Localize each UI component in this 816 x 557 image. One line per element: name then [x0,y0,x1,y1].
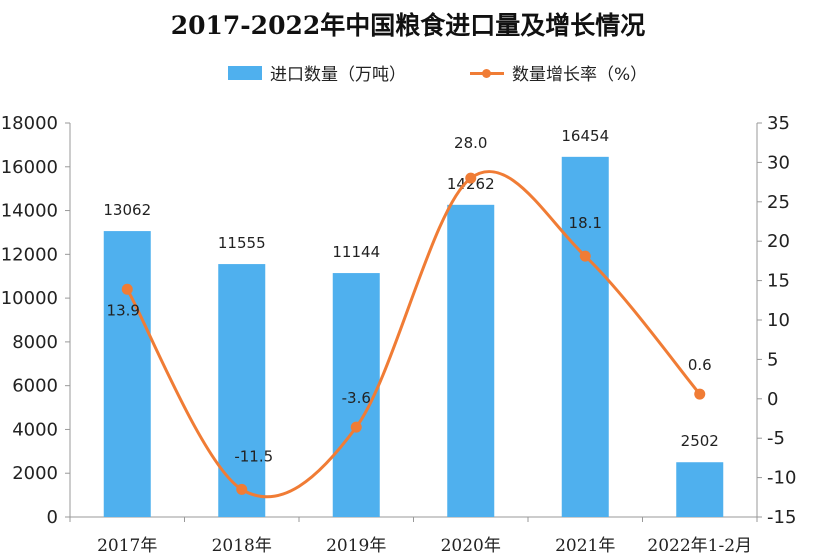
y-right-tick-label: -15 [767,507,796,528]
legend-line-swatch [470,66,504,80]
y-left-tick-label: 12000 [1,244,58,265]
growth-rate-label: 28.0 [454,134,487,152]
bar-value-label: 13062 [103,201,151,219]
legend-bar-swatch [228,65,262,80]
x-tick-label: 2022年1-2月 [647,536,752,556]
bar-import-volume [103,231,151,517]
growth-rate-label: -11.5 [234,447,273,465]
bar-value-label: 11144 [332,243,380,261]
growth-rate-line [125,170,701,499]
x-tick-label: 2020年 [441,536,501,556]
bar-value-label: 14262 [447,175,495,193]
growth-rate-point [121,283,133,295]
bar-import-volume [447,204,495,517]
y-left-tick-label: 2000 [12,463,58,484]
y-right-tick-label: -10 [767,468,796,489]
y-left-tick-label: 6000 [12,376,58,397]
bar-value-label: 11555 [218,234,266,252]
bar-import-volume [561,156,609,518]
bar-import-volume [676,462,724,517]
x-tick-label: 2021年 [555,536,615,556]
y-left-tick-label: 8000 [12,332,58,353]
growth-rate-label: 13.9 [107,301,140,319]
growth-rate-point [350,421,362,433]
growth-rate-label: -3.6 [342,389,371,407]
legend-item-import-volume: 进口数量（万吨） [228,60,406,85]
y-right-tick-label: 25 [767,192,790,213]
legend-item-growth-rate: 数量增长率（%） [470,60,647,85]
growth-rate-point [236,483,248,495]
y-left-tick-label: 4000 [12,419,58,440]
bar-import-volume [332,273,380,517]
x-tick-label: 2019年 [326,536,386,556]
bar-import-volume [218,264,266,517]
y-left-tick-label: 16000 [1,157,58,178]
x-tick-label: 2017年 [97,536,157,556]
growth-rate-point [579,250,591,262]
growth-rate-label: 0.6 [688,356,712,374]
legend-label-growth-rate: 数量增长率（%） [512,65,648,85]
y-left-tick-label: 18000 [1,113,58,134]
bar-value-label: 16454 [561,127,609,145]
legend-label-import-volume: 进口数量（万吨） [270,65,406,85]
y-left-tick-label: 10000 [1,288,58,309]
y-right-tick-label: 5 [767,349,778,370]
y-right-tick-label: 30 [767,152,790,173]
x-tick-label: 2018年 [212,536,272,556]
y-right-tick-label: 20 [767,231,790,252]
chart-title: 2017-2022年中国粮食进口量及增长情况 [170,11,646,40]
chart-legend: 进口数量（万吨） 数量增长率（%） [0,60,816,85]
y-right-tick-label: 35 [767,113,790,134]
growth-rate-point [694,388,706,400]
y-right-tick-label: 0 [767,389,778,410]
y-right-tick-label: -5 [767,428,785,449]
bar-value-label: 2502 [681,432,719,450]
growth-rate-label: 18.1 [569,214,602,232]
y-right-tick-label: 10 [767,310,790,331]
y-right-tick-label: 15 [767,271,790,292]
y-left-tick-label: 0 [47,507,58,528]
growth-rate-point [465,172,477,184]
y-left-tick-label: 14000 [1,201,58,222]
